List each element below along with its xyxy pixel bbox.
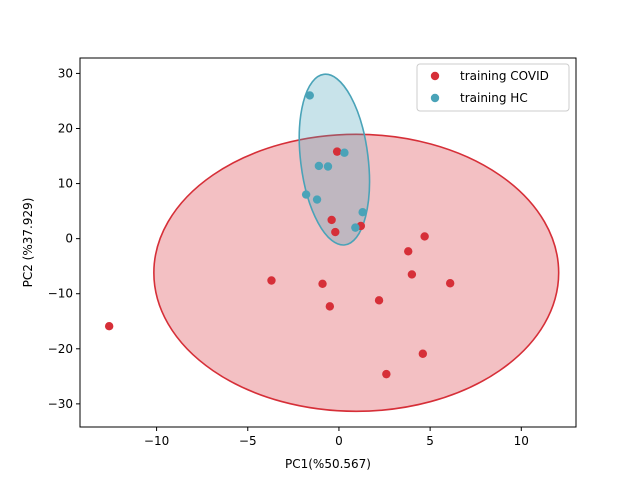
y-tick-label: −20: [48, 342, 73, 356]
x-tick-label: 0: [335, 434, 343, 448]
data-point-covid: [318, 279, 327, 289]
legend-box: [416, 63, 570, 112]
data-point-hc: [312, 195, 322, 204]
data-point-covid: [418, 349, 428, 358]
plot-frame: [79, 57, 577, 428]
x-tick-label: −5: [239, 434, 257, 448]
y-axis-label: PC2 (%37.929): [21, 198, 35, 288]
data-point-covid: [445, 279, 455, 288]
legend-marker: [430, 71, 440, 81]
data-point-hc: [301, 190, 311, 199]
y-tick-label: 20: [58, 121, 73, 135]
data-point-covid: [382, 369, 391, 379]
data-points: [104, 91, 455, 379]
data-point-covid: [332, 147, 342, 156]
legend-label: training COVID: [460, 69, 549, 83]
data-point-covid: [104, 322, 114, 331]
x-tick-label: 5: [426, 434, 434, 448]
data-point-covid: [331, 227, 340, 237]
confidence-ellipse-covid: [153, 133, 560, 413]
confidence-ellipses: [153, 73, 560, 413]
data-point-hc: [305, 91, 314, 100]
y-tick-label: 10: [58, 177, 73, 191]
legend-label: training HC: [460, 91, 528, 105]
data-point-covid: [407, 270, 417, 279]
y-tick-label: −10: [48, 287, 73, 301]
x-axis-ticks: −10 −5 0 5 10: [144, 427, 529, 448]
data-point-covid: [420, 232, 429, 241]
y-tick-label: −30: [48, 397, 73, 411]
legend: training COVID training HC: [416, 63, 570, 112]
data-point-hc: [323, 162, 333, 171]
data-point-covid: [267, 276, 276, 285]
x-axis-label: PC1(%50.567): [285, 457, 371, 471]
y-tick-label: 30: [58, 66, 73, 80]
x-tick-label: −10: [144, 434, 169, 448]
y-tick-label: 0: [65, 232, 73, 246]
data-point-covid: [374, 296, 384, 305]
data-point-covid: [327, 215, 336, 225]
y-axis-ticks: −30 −20 −10 0 10 20 30: [48, 66, 80, 411]
data-point-hc: [358, 208, 367, 217]
legend-marker: [430, 93, 440, 103]
x-tick-label: 10: [514, 434, 529, 448]
data-point-hc: [314, 161, 324, 171]
data-point-covid: [404, 247, 413, 256]
data-point-covid: [325, 302, 335, 311]
data-point-hc: [351, 223, 360, 232]
data-point-hc: [340, 148, 349, 157]
